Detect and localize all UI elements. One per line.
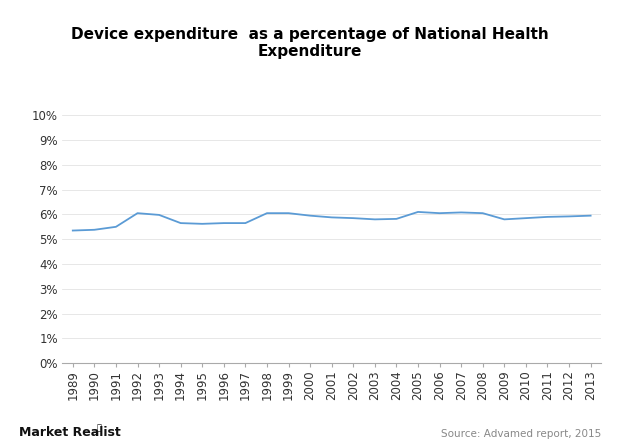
Text: Device expenditure  as a percentage of National Health
Expenditure: Device expenditure as a percentage of Na…: [71, 27, 549, 59]
Text: Source: Advamed report, 2015: Source: Advamed report, 2015: [441, 428, 601, 439]
Text: Ⓡ: Ⓡ: [96, 423, 101, 432]
Text: Market Realist: Market Realist: [19, 426, 120, 439]
